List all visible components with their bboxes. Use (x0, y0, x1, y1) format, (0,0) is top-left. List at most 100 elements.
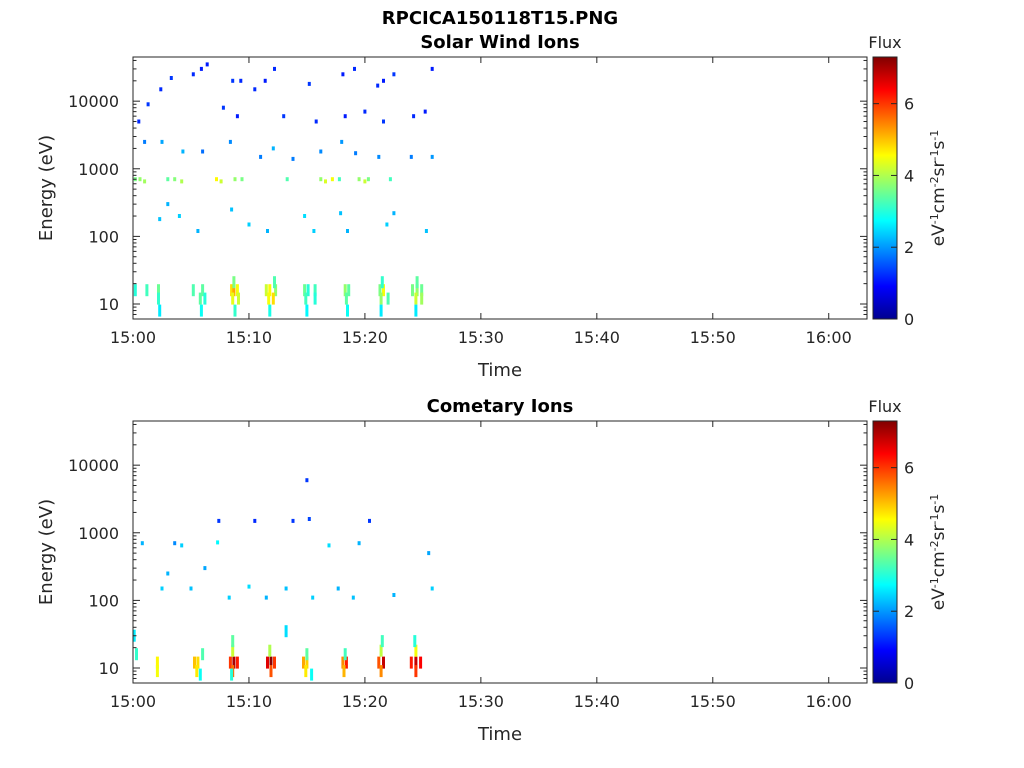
solar-wind-cell (199, 66, 203, 71)
cometary-x-tick-label: 16:00 (806, 692, 852, 711)
solar-wind-cell (143, 179, 147, 184)
cometary-cell (414, 665, 418, 678)
solar-wind-y-tick-label: 10 (99, 295, 119, 314)
cometary-colorbar-tick-label: 4 (904, 530, 914, 549)
solar-wind-cell (324, 179, 327, 184)
solar-wind-cell (158, 217, 162, 222)
solar-wind-cell (198, 292, 202, 305)
solar-wind-cell (196, 229, 200, 233)
solar-wind-cell (392, 211, 396, 216)
solar-wind-cell (313, 284, 317, 297)
cometary-cell (336, 586, 340, 591)
cometary-cell (135, 648, 138, 661)
solar-wind-x-tick-label: 15:50 (690, 328, 736, 347)
cometary-xlabel: Time (477, 724, 522, 745)
cometary-cell (230, 668, 234, 681)
cometary-colorbar-tick-label: 2 (904, 602, 914, 621)
solar-wind-cell (271, 146, 275, 151)
cometary-cell (232, 656, 236, 669)
solar-wind-cell (353, 66, 356, 71)
solar-wind-cell (415, 284, 419, 297)
solar-wind-cell (343, 114, 347, 119)
cometary-cell (166, 571, 170, 576)
cometary-cell (231, 635, 235, 648)
solar-wind-cell (264, 284, 268, 297)
solar-wind-cell (306, 284, 310, 297)
cometary-cell (189, 586, 193, 591)
solar-wind-cell (415, 276, 419, 289)
cometary-y-ticks: 10 100 1000 10000 (68, 423, 867, 684)
solar-wind-cell (219, 179, 223, 184)
solar-wind-cell (430, 66, 434, 71)
cometary-cell (284, 586, 288, 591)
solar-wind-cell (173, 177, 177, 182)
solar-wind-cell (160, 139, 164, 144)
solar-wind-cell (191, 284, 195, 297)
cometary-x-tick-label: 15:50 (690, 692, 736, 711)
solar-wind-cell (267, 292, 271, 305)
solar-wind-x-tick-label: 15:20 (342, 328, 388, 347)
solar-wind-cell (380, 276, 384, 289)
cometary-cell (304, 665, 308, 678)
cometary-cell (160, 586, 164, 591)
solar-wind-cell (414, 292, 418, 305)
cometary-cell (310, 668, 314, 681)
solar-wind-cell (379, 304, 383, 317)
solar-wind-cell (312, 229, 316, 233)
solar-wind-cell (166, 177, 170, 182)
solar-wind-cell (346, 229, 349, 233)
cometary-x-ticks: 15:00 15:10 15:20 15:30 15:40 15:50 16:00 (110, 421, 852, 711)
solar-wind-cell (319, 149, 323, 154)
cometary-cell (269, 656, 273, 669)
solar-wind-cell (177, 214, 181, 218)
cometary-cell (291, 518, 295, 523)
cometary-y-tick-label: 100 (88, 591, 119, 610)
solar-wind-cell (235, 284, 239, 297)
solar-wind-cell (344, 292, 348, 305)
cometary-cell (379, 665, 383, 678)
cometary-colorbar-units: eV-1cm-2sr-1s-1 (928, 494, 950, 611)
solar-wind-cell (330, 177, 334, 182)
solar-wind-x-ticks: 15:00 15:10 15:20 15:30 15:40 15:50 16:00 (110, 57, 852, 347)
cometary-cell (235, 656, 239, 669)
solar-wind-cell (201, 149, 205, 154)
solar-wind-cell (412, 114, 416, 119)
solar-wind-cell (157, 292, 160, 305)
solar-wind-xlabel: Time (477, 360, 522, 381)
solar-wind-x-tick-label: 15:30 (458, 328, 504, 347)
solar-wind-y-tick-label: 1000 (78, 160, 119, 179)
solar-wind-cell (263, 78, 267, 83)
solar-wind-cell (169, 76, 173, 80)
cometary-colorbar: Flux 0 2 4 6 eV-1cm-2sr-1s-1 (868, 397, 949, 693)
solar-wind-x-tick-label: 16:00 (806, 328, 852, 347)
cometary-cell (305, 656, 309, 669)
solar-wind-y-ticks: 10 100 1000 10000 (68, 59, 867, 320)
cometary-cell (247, 584, 251, 589)
solar-wind-cell (181, 149, 185, 154)
cometary-cell (231, 644, 235, 657)
solar-wind-cell (205, 62, 209, 67)
cometary-cell (368, 518, 371, 523)
cometary-panel: Cometary Ions 15:00 15:10 15:20 15:30 15:40 1… (36, 396, 949, 745)
cometary-x-tick-label: 15:00 (110, 692, 156, 711)
cometary-cell (253, 518, 257, 523)
cometary-colorbar-tick-label: 0 (904, 674, 914, 693)
solar-wind-cell (414, 304, 418, 317)
solar-wind-cell (305, 304, 309, 317)
cometary-cell (173, 541, 177, 546)
solar-wind-cell (199, 304, 203, 317)
solar-wind-cell (232, 276, 236, 289)
cometary-cell (379, 644, 383, 657)
cometary-x-tick-label: 15:20 (342, 692, 388, 711)
cometary-cell (414, 656, 418, 669)
solar-wind-cell (215, 177, 218, 182)
solar-wind-cell (232, 284, 236, 297)
solar-wind-cell (235, 114, 239, 119)
solar-wind-cell (388, 177, 392, 182)
solar-wind-y-tick-label: 100 (88, 227, 119, 246)
cometary-cell (193, 656, 196, 669)
solar-wind-cell (291, 156, 295, 161)
solar-wind-cell (423, 109, 427, 114)
solar-wind-cell (363, 179, 367, 184)
